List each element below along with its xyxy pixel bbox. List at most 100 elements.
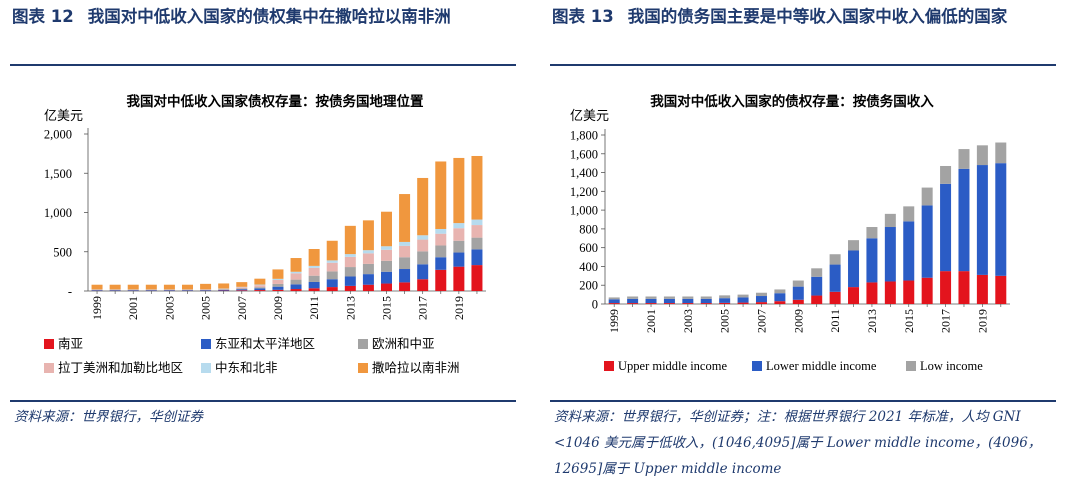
figure-13-top-rule <box>550 64 1056 66</box>
bar-segment-2020-s3 <box>471 225 483 238</box>
y-tick-label: 1,000 <box>570 204 598 218</box>
legend-label-0: 南亚 <box>58 336 83 351</box>
x-tick-label: 2013 <box>343 296 357 320</box>
bar-segment-2014-s3 <box>362 253 374 264</box>
bar-segment-2017-s1 <box>940 183 952 272</box>
bar-segment-2000-s1 <box>627 298 639 304</box>
legend-swatch-0 <box>44 339 54 349</box>
x-tick-label: 2015 <box>380 296 394 320</box>
bar-segment-2001-s5 <box>127 284 139 290</box>
y-tick-label: - <box>68 285 72 299</box>
bar-segment-2014-s1 <box>362 274 374 285</box>
bar-segment-2011-s2 <box>829 254 841 265</box>
bar-segment-2017-s0 <box>940 271 952 304</box>
legend-swatch-2 <box>358 339 368 349</box>
bar-segment-2018-s3 <box>435 233 447 246</box>
bar-segment-2012-s5 <box>326 240 338 261</box>
bar-segment-2006-s5 <box>218 283 230 289</box>
bar-segment-2012-s4 <box>326 260 338 263</box>
bar-segment-2013-s0 <box>344 285 356 291</box>
figure-12-source: 资料来源：世界银行，华创证券 <box>14 409 203 425</box>
bar-segment-2012-s2 <box>326 271 338 280</box>
bar-segment-2019-s1 <box>976 165 988 275</box>
bar-segment-2017-s5 <box>417 177 429 236</box>
bar-segment-2019-s2 <box>453 240 465 253</box>
x-tick-label: 2017 <box>416 296 430 320</box>
bar-segment-2015-s1 <box>381 271 392 284</box>
x-tick-label: 2015 <box>902 309 916 333</box>
bar-segment-2019-s2 <box>976 145 988 166</box>
bar-segment-2002-s1 <box>663 298 675 304</box>
legend-swatch-0 <box>604 361 614 371</box>
bar-segment-2020-s2 <box>995 142 1007 164</box>
x-tick-label: 2019 <box>975 309 989 333</box>
bar-segment-2016-s2 <box>399 257 411 270</box>
bar-segment-2017-s1 <box>417 264 429 280</box>
bar-segment-2010-s0 <box>290 289 302 291</box>
bar-segment-2001-s2 <box>645 296 657 299</box>
bar-segment-2014-s1 <box>884 227 896 282</box>
x-tick-label: 1999 <box>607 309 621 333</box>
legend-swatch-5 <box>358 363 368 373</box>
y-tick-label: 1,200 <box>570 185 598 199</box>
bar-segment-2005-s2 <box>719 295 731 299</box>
bar-segment-2004-s1 <box>182 290 193 291</box>
bar-segment-2011-s1 <box>308 281 320 289</box>
x-tick-label: 2005 <box>199 296 213 320</box>
y-tick-label: 1,000 <box>44 206 72 220</box>
bar-segment-2011-s2 <box>308 275 320 282</box>
bar-segment-2003-s1 <box>682 298 694 304</box>
y-axis-unit-label: 亿美元 <box>570 109 609 124</box>
bar-segment-2000-s5 <box>109 284 121 290</box>
bar-segment-2005-s5 <box>200 283 212 290</box>
x-tick-label: 1999 <box>90 296 104 320</box>
x-tick-label: 2007 <box>754 309 768 333</box>
x-tick-label: 2001 <box>126 296 140 320</box>
bar-segment-2011-s0 <box>829 291 841 304</box>
bar-segment-2007-s1 <box>755 296 767 303</box>
bar-segment-2004-s0 <box>700 303 712 304</box>
bar-segment-2008-s0 <box>774 301 786 304</box>
bar-segment-2003-s0 <box>682 303 694 304</box>
bar-segment-1999-s1 <box>608 299 620 304</box>
x-tick-label: 2009 <box>791 309 805 333</box>
bar-segment-2001-s1 <box>127 290 139 291</box>
figure-13-heading: 图表 13 我国的债务国主要是中等收入国家中收入偏低的国家 <box>552 4 1057 30</box>
bar-segment-2000-s2 <box>627 296 639 299</box>
bar-segment-2008-s1 <box>774 293 786 302</box>
x-tick-label: 2005 <box>718 309 732 333</box>
y-tick-label: 1,600 <box>570 147 598 161</box>
bar-segment-2001-s0 <box>645 303 657 304</box>
legend-label-0: Upper middle income <box>618 359 727 373</box>
bar-segment-2007-s1 <box>236 289 248 291</box>
legend-label-4: 中东和北非 <box>215 360 278 375</box>
bar-segment-2016-s3 <box>399 245 411 258</box>
bar-segment-2019-s0 <box>976 274 988 304</box>
bar-segment-2012-s1 <box>326 279 338 288</box>
bar-segment-1999-s2 <box>608 297 620 300</box>
legend-swatch-4 <box>201 363 211 373</box>
bar-segment-2013-s5 <box>344 225 356 255</box>
bar-segment-2019-s5 <box>453 157 465 224</box>
figure-12-bottom-rule <box>10 400 516 402</box>
bar-segment-2012-s1 <box>848 250 860 288</box>
bar-segment-2010-s1 <box>811 276 823 296</box>
bar-segment-2019-s4 <box>453 223 465 229</box>
bar-segment-2018-s1 <box>435 257 447 270</box>
bar-segment-2018-s2 <box>435 245 447 258</box>
bar-segment-2011-s4 <box>308 265 320 268</box>
bar-segment-2016-s1 <box>921 205 933 278</box>
bar-segment-2007-s2 <box>236 288 248 290</box>
bar-segment-2015-s5 <box>381 211 392 247</box>
figure-13-bottom-rule <box>550 400 1056 402</box>
bar-segment-2009-s2 <box>272 283 284 287</box>
bar-segment-2010-s2 <box>290 279 302 285</box>
bar-segment-2015-s2 <box>903 206 915 222</box>
bar-segment-2020-s5 <box>471 155 483 220</box>
bar-segment-2007-s5 <box>236 282 248 287</box>
bar-segment-2016-s4 <box>399 241 411 246</box>
bar-segment-2017-s0 <box>417 279 429 291</box>
bar-segment-2009-s2 <box>792 280 804 287</box>
